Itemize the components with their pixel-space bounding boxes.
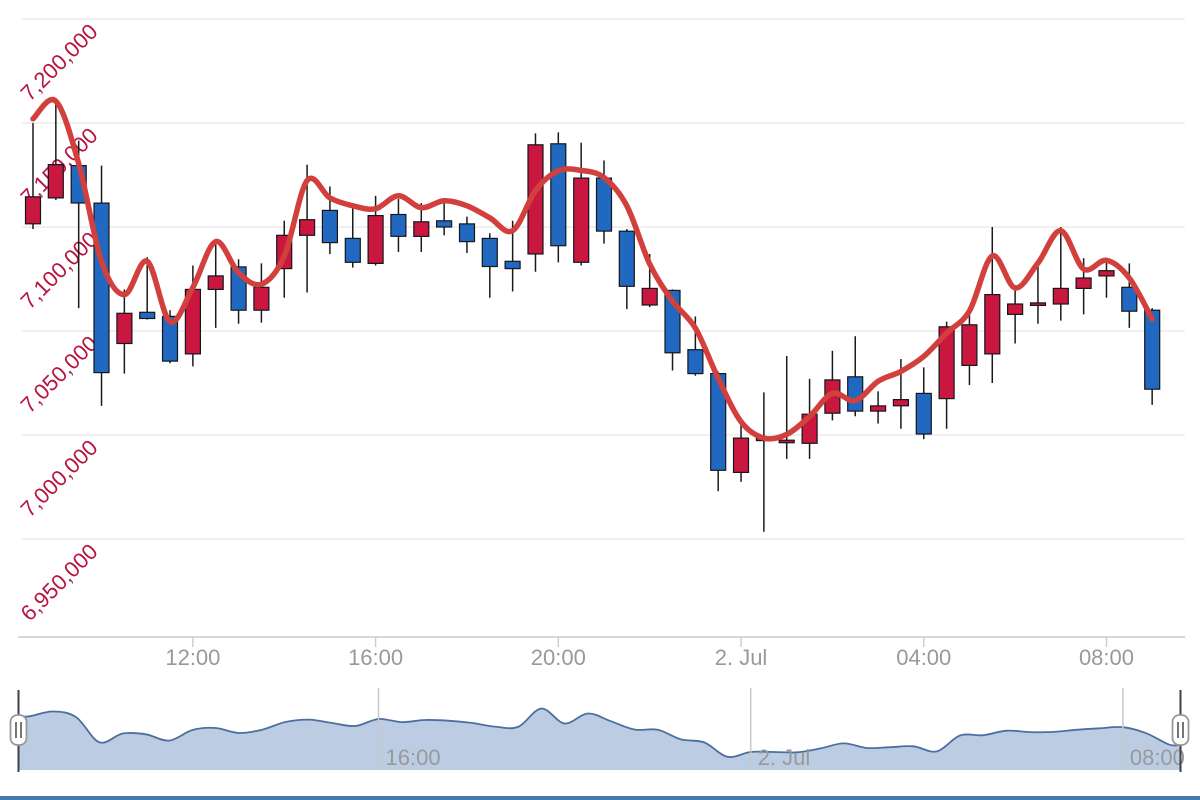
candle-body <box>321 209 338 244</box>
candle-body <box>116 312 133 345</box>
candle-body <box>961 324 978 366</box>
candle-body <box>1144 309 1161 390</box>
navigator-label: 16:00 <box>386 745 441 770</box>
candle-body <box>436 220 453 228</box>
candle-body <box>139 311 156 320</box>
grip-handle-icon[interactable] <box>9 714 28 746</box>
candle-body <box>847 376 864 412</box>
y-axis-label: 7,050,000 <box>16 331 103 418</box>
navigator-label: 2. Jul <box>758 745 811 770</box>
bottom-accent-bar <box>0 796 1200 800</box>
candle-body <box>93 202 110 374</box>
candle-body <box>687 349 704 375</box>
y-axis-label: 7,000,000 <box>16 435 103 522</box>
y-axis-label: 7,100,000 <box>16 227 103 314</box>
candle-body <box>915 392 932 435</box>
x-axis-label: 16:00 <box>348 645 403 670</box>
y-axis-label: 7,200,000 <box>16 19 103 106</box>
candle-body <box>253 286 270 311</box>
candle-body <box>481 237 498 268</box>
candle-body <box>595 177 613 232</box>
candle-body <box>1121 286 1138 312</box>
candle-body <box>641 287 658 306</box>
candle-body <box>367 215 384 265</box>
candlestick-series <box>24 98 1161 532</box>
moving-average-line <box>30 96 1155 442</box>
candle-body <box>1052 287 1069 305</box>
candle-body <box>984 294 1001 355</box>
candle-body <box>161 315 179 362</box>
grip-handle-icon[interactable] <box>1171 714 1190 746</box>
x-axis-label: 20:00 <box>531 645 586 670</box>
x-axis-label: 04:00 <box>896 645 951 670</box>
candle-body <box>299 219 316 236</box>
x-axis-label: 08:00 <box>1079 645 1134 670</box>
navigator-line <box>17 707 1182 758</box>
candle-body <box>207 275 224 290</box>
candle-body <box>892 399 910 407</box>
candle-body <box>550 143 567 247</box>
candle-body <box>573 177 590 263</box>
candle-body <box>390 213 407 237</box>
navigator-handle-right[interactable] <box>1171 690 1190 772</box>
candle-body <box>504 260 521 270</box>
navigator-handle-left[interactable] <box>9 690 28 772</box>
candle-body <box>413 221 430 238</box>
navigator-area[interactable] <box>18 708 1181 770</box>
candle-body <box>938 326 955 400</box>
x-axis-label: 12:00 <box>165 645 220 670</box>
candle-body <box>1029 302 1047 306</box>
candle-body <box>618 230 635 287</box>
candle-body <box>869 405 887 412</box>
candle-body <box>344 237 361 263</box>
candle-body <box>778 439 795 444</box>
candle-body <box>458 223 476 243</box>
x-axis-label: 2. Jul <box>715 645 768 670</box>
candle-body <box>1098 270 1115 277</box>
candle-body <box>732 437 750 474</box>
y-axis-label: 6,950,000 <box>16 539 103 626</box>
candle-body <box>1075 277 1092 289</box>
candle-body <box>24 196 42 225</box>
candle-body <box>47 164 64 199</box>
navigator-label: 08:00 <box>1130 745 1185 770</box>
candle-body <box>1006 303 1024 315</box>
